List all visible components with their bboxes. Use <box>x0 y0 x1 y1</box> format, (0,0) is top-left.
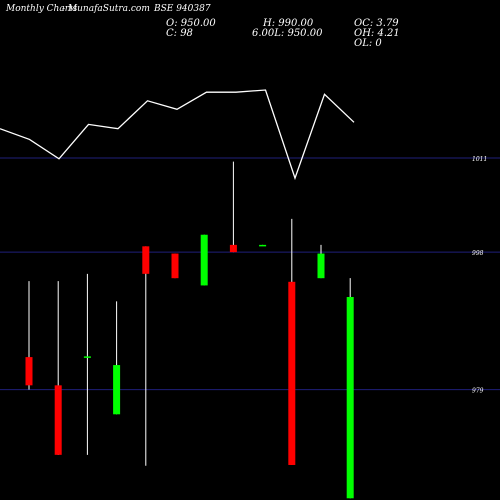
candle-body-4 <box>142 246 150 274</box>
ohlc-high: H: 990.00 <box>263 18 314 29</box>
ohlc-low: 6.00L: 950.00 <box>252 28 323 39</box>
candle-body-7 <box>229 244 237 253</box>
header-left: Monthly Charts <box>6 4 78 14</box>
candle-body-9 <box>288 281 296 465</box>
candle-body-2 <box>83 356 91 358</box>
ohlc-open: O: 950.00 <box>166 18 216 29</box>
y-tick-label-1: 998 <box>472 250 484 257</box>
ohlc-ol: OL: 0 <box>354 38 382 49</box>
grid-lines <box>0 157 500 391</box>
ohlc-oc: OC: 3.79 <box>354 18 399 29</box>
candle-body-1 <box>54 385 62 455</box>
y-tick-label-0: 1011 <box>472 156 487 163</box>
candle-body-8 <box>259 244 267 247</box>
candle-body-0 <box>25 357 33 386</box>
candle-body-3 <box>113 365 121 415</box>
header-symbol: BSE 940387 <box>154 4 211 14</box>
candle-body-11 <box>346 297 354 499</box>
ohlc-close: C: 98 <box>166 28 193 39</box>
header-middle: - MunafaSutra.com <box>62 4 150 14</box>
ohlc-oh: OH: 4.21 <box>354 28 400 39</box>
candle-body-10 <box>317 253 325 279</box>
overlay-line <box>0 89 355 181</box>
y-tick-label-2: 979 <box>472 388 484 395</box>
y-tick-labels: 1011 998 979 <box>472 156 487 395</box>
candles <box>25 161 354 499</box>
candle-body-5 <box>171 253 179 279</box>
candle-body-6 <box>200 234 208 286</box>
